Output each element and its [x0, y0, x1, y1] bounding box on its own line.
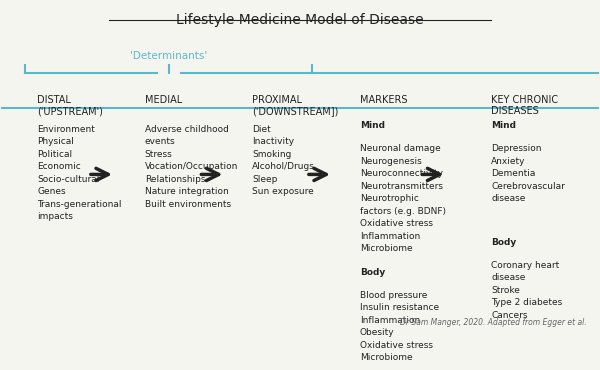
Text: Environment
Physical
Political
Economic
Socio-cultural
Genes
Trans-generational
: Environment Physical Political Economic … — [37, 125, 122, 221]
Text: Blood pressure
Insulin resistance
Inflammation
Obesity
Oxidative stress
Microbio: Blood pressure Insulin resistance Inflam… — [360, 291, 439, 362]
Text: Diet
Inactivity
Smoking
Alcohol/Drugs
Sleep
Sun exposure: Diet Inactivity Smoking Alcohol/Drugs Sl… — [252, 125, 315, 196]
Text: MEDIAL: MEDIAL — [145, 95, 182, 105]
Text: Depression
Anxiety
Dementia
Cerebrovascular
disease: Depression Anxiety Dementia Cerebrovascu… — [491, 144, 565, 204]
Text: Dr Sam Manger, 2020. Adapted from Egger et al.: Dr Sam Manger, 2020. Adapted from Egger … — [400, 319, 587, 327]
Text: Body: Body — [360, 268, 385, 277]
Text: Coronary heart
disease
Stroke
Type 2 diabetes
Cancers: Coronary heart disease Stroke Type 2 dia… — [491, 261, 562, 320]
Text: 'Determinants': 'Determinants' — [130, 51, 207, 61]
Text: PROXIMAL
('DOWNSTREAM]): PROXIMAL ('DOWNSTREAM]) — [252, 95, 338, 116]
Text: Adverse childhood
events
Stress
Vocation/Occupation
Relationships
Nature integra: Adverse childhood events Stress Vocation… — [145, 125, 238, 209]
Text: DISTAL
('UPSTREAM'): DISTAL ('UPSTREAM') — [37, 95, 103, 116]
Text: Neuronal damage
Neurogenesis
Neuroconnectivity
Neurotransmitters
Neurotrophic
fa: Neuronal damage Neurogenesis Neuroconnec… — [360, 144, 446, 253]
Text: Mind: Mind — [491, 121, 516, 130]
Text: MARKERS: MARKERS — [360, 95, 407, 105]
Text: Mind: Mind — [360, 121, 385, 130]
Text: Lifestyle Medicine Model of Disease: Lifestyle Medicine Model of Disease — [176, 13, 424, 27]
Text: Body: Body — [491, 238, 517, 247]
Text: KEY CHRONIC
DISEASES: KEY CHRONIC DISEASES — [491, 95, 558, 116]
